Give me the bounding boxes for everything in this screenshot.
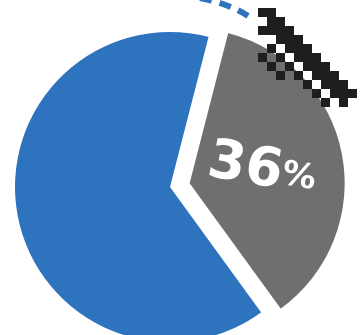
pixel-icon-cell bbox=[267, 26, 276, 35]
pixel-icon-cell bbox=[258, 53, 267, 62]
pixel-icon-cell bbox=[258, 8, 267, 17]
pixel-icon-cell bbox=[285, 62, 294, 71]
pixel-icon-cell bbox=[267, 17, 276, 26]
pixel-icon-cell bbox=[339, 89, 348, 98]
pixel-icon-cell bbox=[258, 26, 267, 35]
pixel-icon-cell bbox=[276, 35, 285, 44]
pixel-icon-cell bbox=[267, 44, 276, 53]
pixel-icon-cell bbox=[330, 80, 339, 89]
slice-label-number: 36 bbox=[203, 126, 288, 201]
slice-label-percent-sign: % bbox=[279, 152, 320, 197]
pie-slice-gray bbox=[189, 33, 345, 309]
pixel-icon-cell bbox=[330, 89, 339, 98]
pixel-icon-cell bbox=[276, 17, 285, 26]
pixel-icon-cell bbox=[330, 71, 339, 80]
pixel-icon-cell bbox=[294, 35, 303, 44]
pixel-icon-cell bbox=[276, 26, 285, 35]
pixel-icon-cell bbox=[294, 53, 303, 62]
pixel-icon-cell bbox=[312, 62, 321, 71]
pixel-icon-cell bbox=[312, 71, 321, 80]
pixel-icon-cell bbox=[339, 98, 348, 107]
pixel-icon-cell bbox=[285, 35, 294, 44]
pixel-icon-cell bbox=[303, 53, 312, 62]
pixel-icon-cell bbox=[348, 89, 357, 98]
pixel-icon-cell bbox=[321, 71, 330, 80]
pixel-icon-cell bbox=[303, 80, 312, 89]
pixel-icon-cell bbox=[276, 71, 285, 80]
pixel-icon-cell bbox=[294, 71, 303, 80]
pixel-icon-cell bbox=[312, 89, 321, 98]
pixel-icon-cell bbox=[339, 80, 348, 89]
pixel-icon-cell bbox=[276, 53, 285, 62]
pixel-icon-cell bbox=[303, 62, 312, 71]
pixel-icon-cell bbox=[321, 62, 330, 71]
pixel-cursor-icon bbox=[258, 8, 357, 107]
pie-slice-blue bbox=[15, 32, 262, 335]
dashed-arc bbox=[199, 0, 250, 19]
pixel-icon-cell bbox=[321, 80, 330, 89]
pixel-icon-cell bbox=[312, 53, 321, 62]
pixel-icon-cell bbox=[321, 98, 330, 107]
pixel-icon-cell bbox=[285, 26, 294, 35]
pixel-icon-cell bbox=[303, 44, 312, 53]
pixel-icon-cell bbox=[267, 8, 276, 17]
slice-label-36: 36% bbox=[203, 126, 322, 207]
pixel-icon-cell bbox=[285, 44, 294, 53]
pixel-icon-cell bbox=[294, 44, 303, 53]
pie-slices bbox=[15, 32, 345, 335]
pixel-icon-cell bbox=[267, 62, 276, 71]
